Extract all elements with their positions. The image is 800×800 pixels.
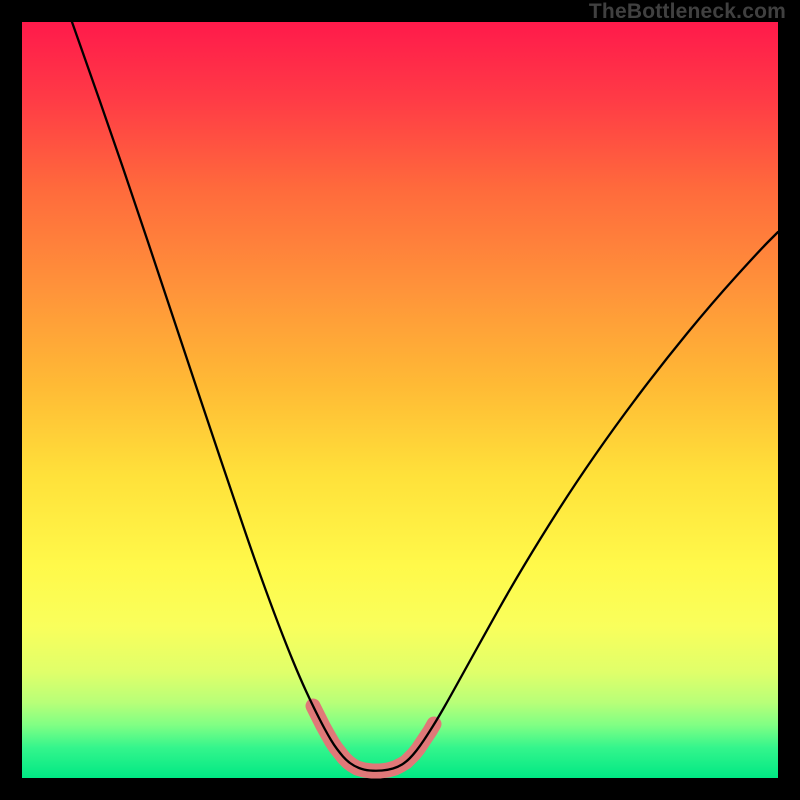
chart-svg xyxy=(0,0,800,800)
v-curve-path xyxy=(72,22,778,771)
watermark-text: TheBottleneck.com xyxy=(589,0,786,24)
